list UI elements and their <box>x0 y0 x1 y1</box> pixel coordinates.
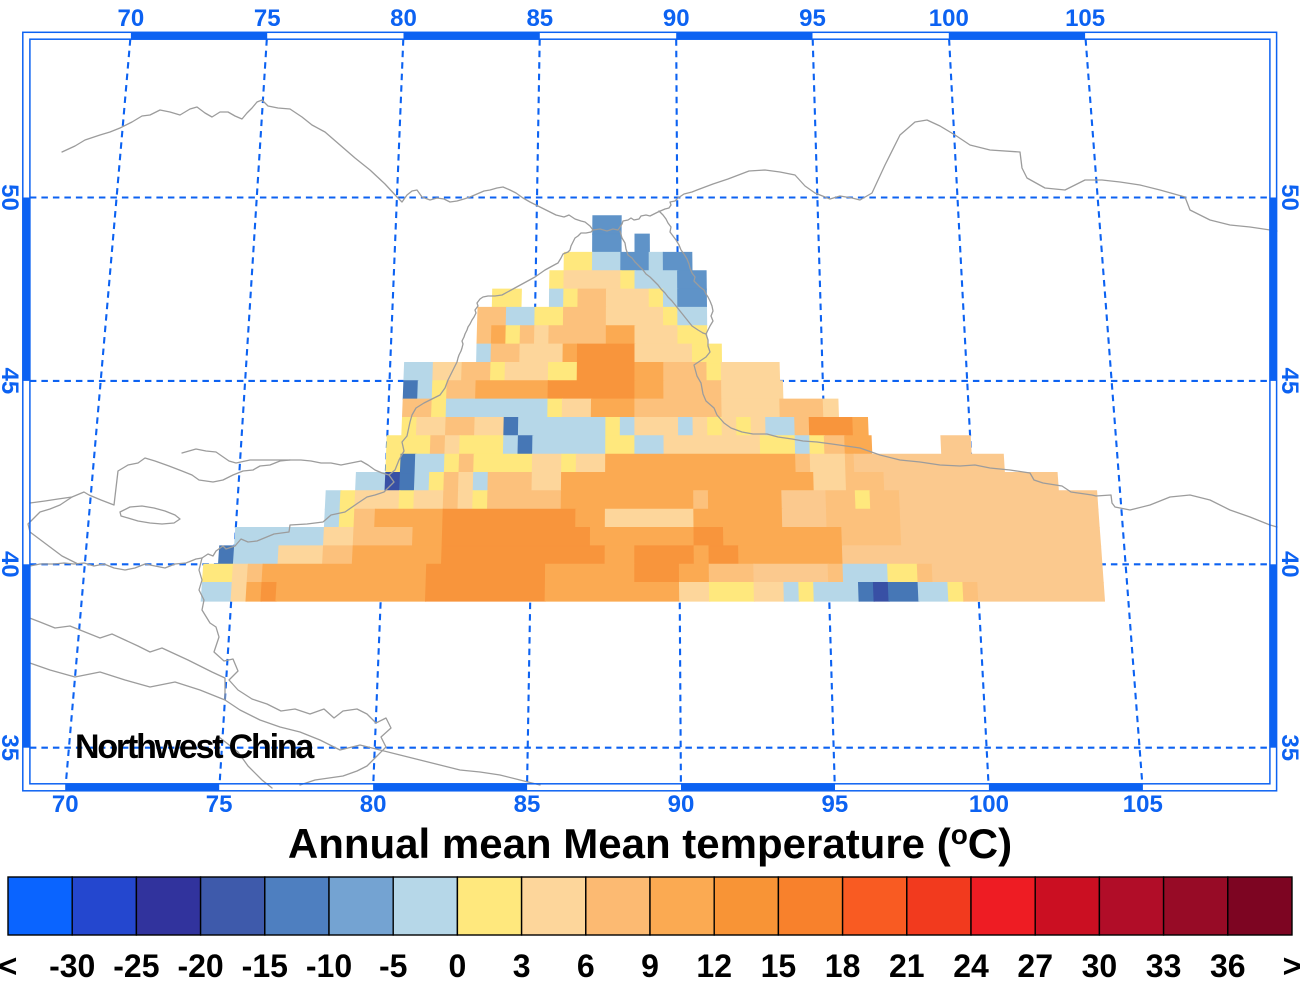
svg-text:40: 40 <box>1276 551 1300 578</box>
svg-text:24: 24 <box>953 948 989 984</box>
svg-text:75: 75 <box>254 5 281 32</box>
svg-text:85: 85 <box>514 791 541 818</box>
svg-text:90: 90 <box>663 5 690 32</box>
svg-text:50: 50 <box>1276 184 1300 211</box>
svg-text:6: 6 <box>577 948 595 984</box>
svg-text:Annual mean Mean temperature (: Annual mean Mean temperature (oC) <box>288 819 1012 867</box>
svg-text:-20: -20 <box>177 948 223 984</box>
svg-text:70: 70 <box>118 5 145 32</box>
svg-text:75: 75 <box>206 791 233 818</box>
svg-text:Northwest China: Northwest China <box>75 728 315 766</box>
svg-text:95: 95 <box>822 791 849 818</box>
svg-text:12: 12 <box>696 948 732 984</box>
svg-text:36: 36 <box>1210 948 1246 984</box>
svg-text:105: 105 <box>1065 5 1105 32</box>
svg-text:<: < <box>0 948 17 984</box>
svg-text:30: 30 <box>1082 948 1118 984</box>
svg-text:33: 33 <box>1146 948 1182 984</box>
svg-text:21: 21 <box>889 948 925 984</box>
svg-text:15: 15 <box>761 948 797 984</box>
svg-text:-10: -10 <box>306 948 352 984</box>
svg-text:-25: -25 <box>113 948 159 984</box>
svg-text:27: 27 <box>1017 948 1053 984</box>
svg-text:45: 45 <box>1276 368 1300 395</box>
svg-text:3: 3 <box>513 948 531 984</box>
svg-text:70: 70 <box>52 791 79 818</box>
svg-text:-15: -15 <box>242 948 288 984</box>
svg-text:100: 100 <box>929 5 969 32</box>
svg-text:35: 35 <box>0 734 23 761</box>
svg-text:40: 40 <box>0 551 23 578</box>
svg-text:85: 85 <box>526 5 553 32</box>
svg-text:95: 95 <box>799 5 826 32</box>
svg-text:>: > <box>1283 948 1300 984</box>
svg-text:35: 35 <box>1276 734 1300 761</box>
svg-text:9: 9 <box>641 948 659 984</box>
svg-text:-5: -5 <box>379 948 407 984</box>
svg-text:0: 0 <box>449 948 467 984</box>
svg-text:90: 90 <box>668 791 695 818</box>
svg-text:100: 100 <box>969 791 1009 818</box>
svg-text:105: 105 <box>1123 791 1163 818</box>
svg-text:80: 80 <box>360 791 387 818</box>
svg-text:-30: -30 <box>49 948 95 984</box>
svg-text:50: 50 <box>0 184 23 211</box>
svg-text:18: 18 <box>825 948 861 984</box>
svg-text:80: 80 <box>390 5 417 32</box>
svg-text:45: 45 <box>0 368 23 395</box>
